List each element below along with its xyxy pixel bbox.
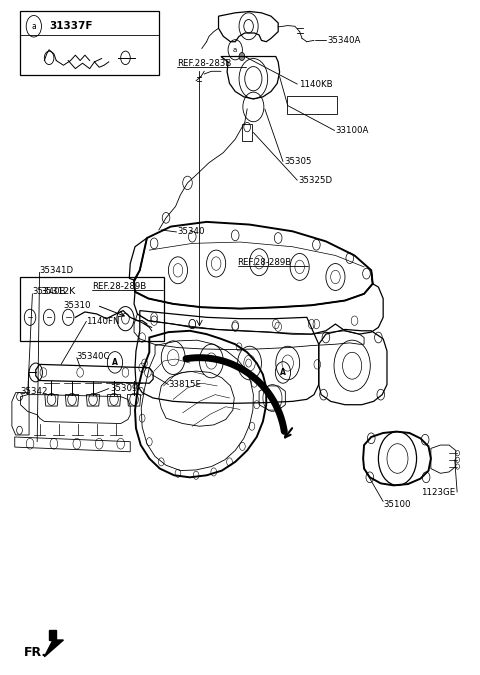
Text: 35340B: 35340B	[33, 288, 66, 296]
Text: REF.28-283B: REF.28-283B	[177, 59, 231, 68]
Bar	[21, 277, 164, 341]
Text: 1140FN: 1140FN	[86, 317, 120, 326]
Text: 1123GE: 1123GE	[421, 487, 456, 497]
Text: a: a	[233, 47, 237, 53]
Polygon shape	[44, 640, 63, 657]
Text: 35305: 35305	[284, 157, 312, 166]
Text: 35100: 35100	[383, 500, 411, 509]
Text: 35341D: 35341D	[39, 266, 74, 275]
Text: REF.28-289B: REF.28-289B	[238, 258, 292, 267]
Circle shape	[239, 53, 245, 61]
Text: 35342: 35342	[21, 387, 48, 396]
Text: 35340: 35340	[177, 227, 204, 236]
Text: 35340C: 35340C	[77, 352, 110, 361]
Text: 33100A: 33100A	[336, 126, 369, 135]
Bar	[21, 11, 159, 76]
Text: 31337F: 31337F	[49, 21, 93, 31]
Text: A: A	[112, 358, 118, 367]
Text: 35325D: 35325D	[299, 176, 333, 185]
Text: 35310: 35310	[63, 301, 91, 310]
Text: 35312K: 35312K	[40, 288, 76, 296]
Text: 35309: 35309	[110, 384, 138, 393]
Bar	[287, 95, 337, 114]
Text: 1140KB: 1140KB	[299, 80, 332, 88]
Text: REF.28-289B: REF.28-289B	[92, 282, 146, 291]
Text: a: a	[32, 22, 36, 31]
Text: 33815E: 33815E	[168, 380, 202, 389]
Text: FR.: FR.	[24, 645, 48, 659]
Text: A: A	[280, 368, 286, 377]
Polygon shape	[49, 630, 56, 640]
Text: 35340A: 35340A	[327, 36, 360, 45]
